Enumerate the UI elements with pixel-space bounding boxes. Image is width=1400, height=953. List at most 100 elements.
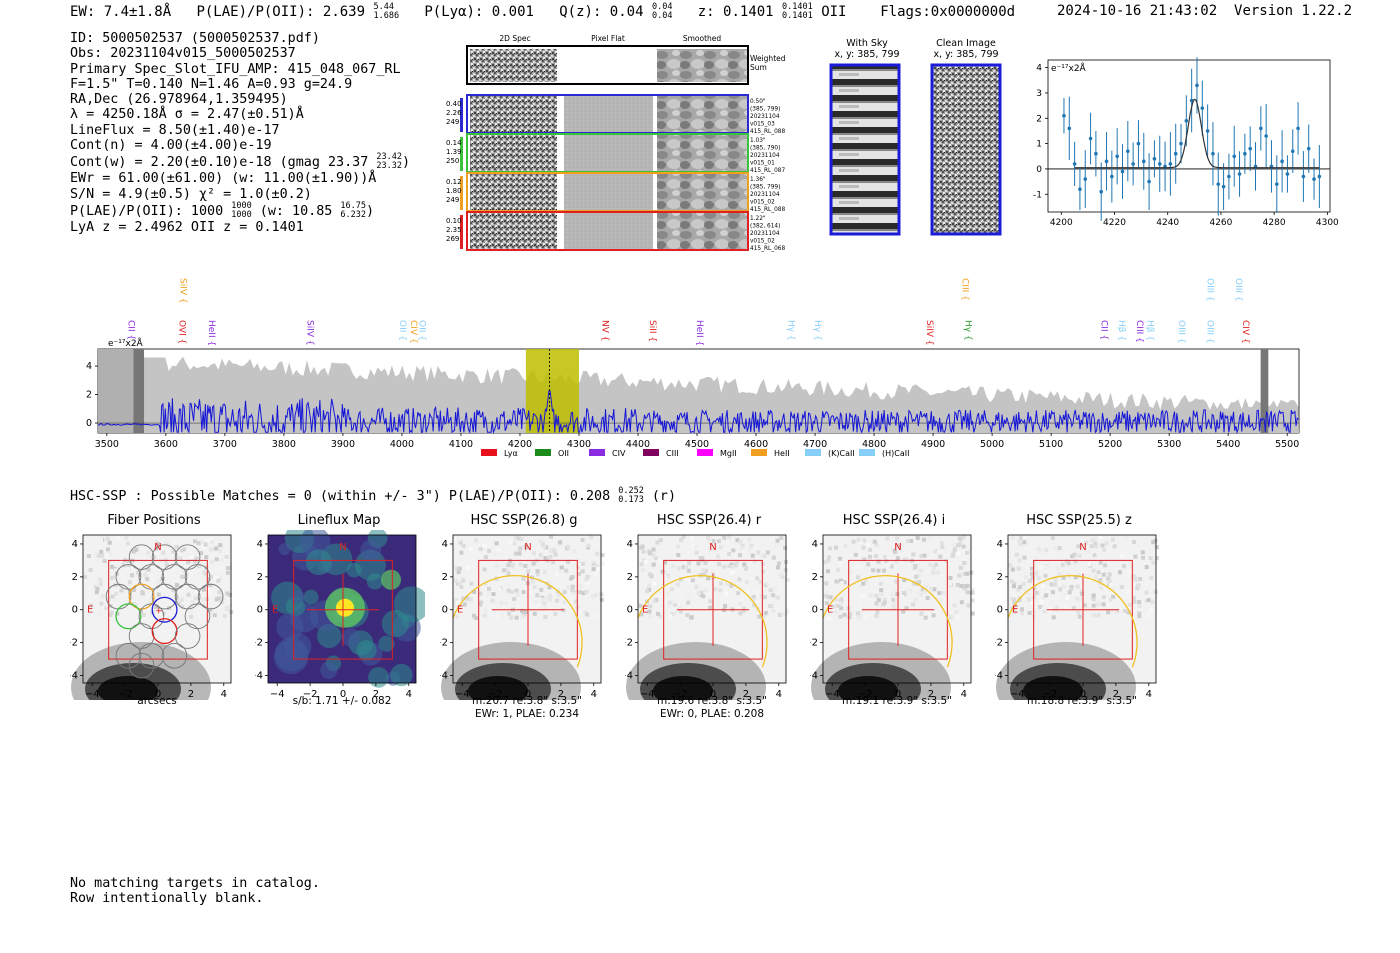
legend-swatch	[535, 449, 551, 456]
data-point	[1147, 179, 1151, 184]
panel-title: Lineflux Map	[297, 513, 381, 528]
emission-line-label: Hβ {	[1116, 320, 1126, 341]
spectrum-line	[97, 390, 1299, 435]
x-tick-label: 2	[743, 689, 749, 700]
aperture-ellipse	[637, 574, 768, 668]
cutout-stat: 0.40	[446, 100, 462, 108]
cutout-stat: 2.35	[446, 226, 462, 234]
qz-value: Q(z): 0.04	[559, 4, 644, 20]
data-point	[1312, 177, 1316, 181]
data-point	[1110, 174, 1114, 179]
header-datetime: 2024-10-16 21:43:02 Version 1.22.2	[1057, 3, 1353, 19]
data-point	[1083, 177, 1088, 181]
emission-line-label: OIII {	[1176, 320, 1186, 344]
x-tick-label: 5000	[980, 439, 1004, 450]
x-tick-label: 0	[895, 689, 901, 700]
fiber-circle	[115, 643, 142, 669]
aperture-box	[108, 559, 208, 660]
cutout-stat: 0.12	[446, 178, 462, 186]
data-point	[1232, 154, 1237, 159]
y-tick-label: 4	[627, 539, 633, 550]
cutout-meta: v015_02	[750, 200, 775, 206]
legend-swatch	[481, 449, 497, 456]
data-point	[1168, 162, 1173, 166]
with-sky-title: With Sky x, y: 385, 799	[834, 38, 900, 60]
data-point	[1078, 187, 1082, 191]
hsc-panel-hsc: N E −4 −4 −2 −2 0 0 2 2 4 4	[440, 534, 605, 700]
info-fiber: F=1.5" T=0.140 N=1.46 A=0.93 g=24.9	[70, 76, 353, 92]
compass-n: N	[154, 542, 161, 553]
aperture-box	[663, 559, 763, 660]
legend-label: CIV	[612, 449, 626, 458]
y-tick-label: −2	[995, 638, 1003, 649]
emission-line-label: CIII {	[960, 278, 970, 301]
panel-title: HSC SSP(25.5) z	[1026, 513, 1132, 528]
weighted-sum-label: Weighted	[750, 54, 786, 63]
cutout-meta: 415_RL_088	[750, 207, 785, 213]
x-tick-label: 4200	[508, 439, 532, 450]
emission-line-label: HeII {	[206, 320, 216, 346]
data-point	[1157, 162, 1162, 166]
x-tick-label: 4240	[1156, 218, 1179, 228]
cutout-stat: 1.80	[446, 187, 462, 195]
x-tick-label: 2	[928, 689, 934, 700]
x-tick-label: 4700	[803, 439, 827, 450]
y-tick-label: 2	[1036, 114, 1042, 124]
y-tick-label: 0	[1036, 165, 1042, 175]
emission-line-label: SiIV {	[924, 320, 934, 346]
compass-n: N	[709, 542, 716, 553]
panel-caption: EWr: 1, PLAE: 0.234	[474, 708, 580, 720]
footer-line-2: Row intentionally blank.	[70, 891, 264, 907]
fiber-circle	[151, 596, 178, 623]
emission-line-label: OVI {	[177, 320, 187, 344]
line-fit-axes	[1047, 59, 1331, 213]
data-point	[1211, 151, 1215, 156]
fiber-circle	[115, 603, 142, 630]
plya-value: P(Lyα): 0.001	[424, 4, 534, 20]
plae-range: 5.44 1.686	[373, 2, 400, 21]
aperture-ellipse	[822, 574, 953, 668]
y-tick-label: 0	[257, 605, 263, 616]
x-tick-label: 0	[710, 689, 716, 700]
x-tick-label: −2	[118, 689, 133, 700]
x-tick-label: 4800	[862, 439, 886, 450]
x-tick-label: 5100	[1039, 439, 1063, 450]
clean-image-title: Clean Image x, y: 385, 799	[933, 38, 999, 60]
x-tick-label: 3600	[154, 439, 178, 450]
x-tick-label: 3700	[213, 439, 237, 450]
data-point	[1195, 83, 1199, 88]
emission-line-label: Hγ {	[786, 320, 796, 341]
x-tick-label: 4100	[449, 439, 473, 450]
data-point	[1248, 146, 1252, 151]
emission-line-label: CIV {	[408, 320, 418, 344]
x-tick-label: 4400	[626, 439, 650, 450]
panel-title: Fiber Positions	[107, 513, 201, 528]
y-tick-label: −2	[625, 638, 633, 649]
cutout-meta: 1.22"	[750, 216, 766, 222]
x-tick-label: 4260	[1209, 218, 1232, 228]
cutout-meta: 20231104	[750, 231, 780, 237]
aperture-box	[1033, 559, 1133, 660]
y-tick-label: 0	[442, 605, 448, 616]
y-tick-label: 0	[627, 605, 633, 616]
x-tick-label: 4300	[567, 439, 591, 450]
y-tick-label: 4	[997, 539, 1003, 550]
info-primary: Primary Spec_Slot_IFU_AMP: 415_048_067_R…	[70, 61, 401, 77]
x-tick-label: 2	[1113, 689, 1119, 700]
y-tick-label: −4	[70, 671, 78, 682]
version-label: Version 1.22.2	[1234, 3, 1353, 19]
legend-swatch	[751, 449, 767, 456]
x-tick-label: −4	[1010, 689, 1025, 700]
panel-caption: m:18.8 re:3.9" s:3.5"	[1027, 695, 1137, 707]
compass-n: N	[339, 542, 346, 553]
cutout-meta: (385, 799)	[750, 185, 780, 191]
full-spectrum-chart: CII {SiIV {OVI {HeII {SiIV {OII {CIV {OI…	[86, 278, 1300, 458]
y-tick-label: 2	[812, 572, 818, 583]
masked-region	[98, 349, 134, 433]
x-tick-label: −2	[1043, 689, 1058, 700]
data-point	[1141, 159, 1146, 164]
compass-e: E	[827, 605, 833, 616]
weighted-sum-frame	[466, 45, 749, 85]
emission-line-label: Hγ {	[963, 320, 973, 341]
